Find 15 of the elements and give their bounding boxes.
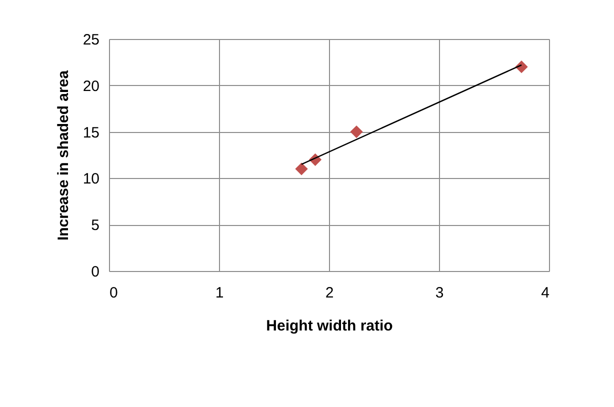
y-axis-title: Increase in shaded area (54, 70, 72, 241)
y-tick-label: 20 (82, 78, 100, 95)
y-tick-label: 25 (82, 32, 100, 48)
x-tick-label: 2 (325, 284, 334, 302)
y-tick-label: 0 (91, 264, 100, 280)
point (350, 125, 363, 138)
x-tick-label: 1 (215, 284, 224, 302)
x-tick-label: 3 (435, 284, 444, 302)
x-tick-label: 4 (541, 284, 550, 302)
y-tick-label: 5 (91, 217, 100, 234)
point (295, 162, 308, 176)
x-axis-title: Height width ratio (266, 318, 393, 334)
x-tick-label: 0 (110, 284, 118, 302)
y-tick-label: 15 (82, 124, 100, 142)
y-tick-label: 10 (82, 170, 100, 188)
